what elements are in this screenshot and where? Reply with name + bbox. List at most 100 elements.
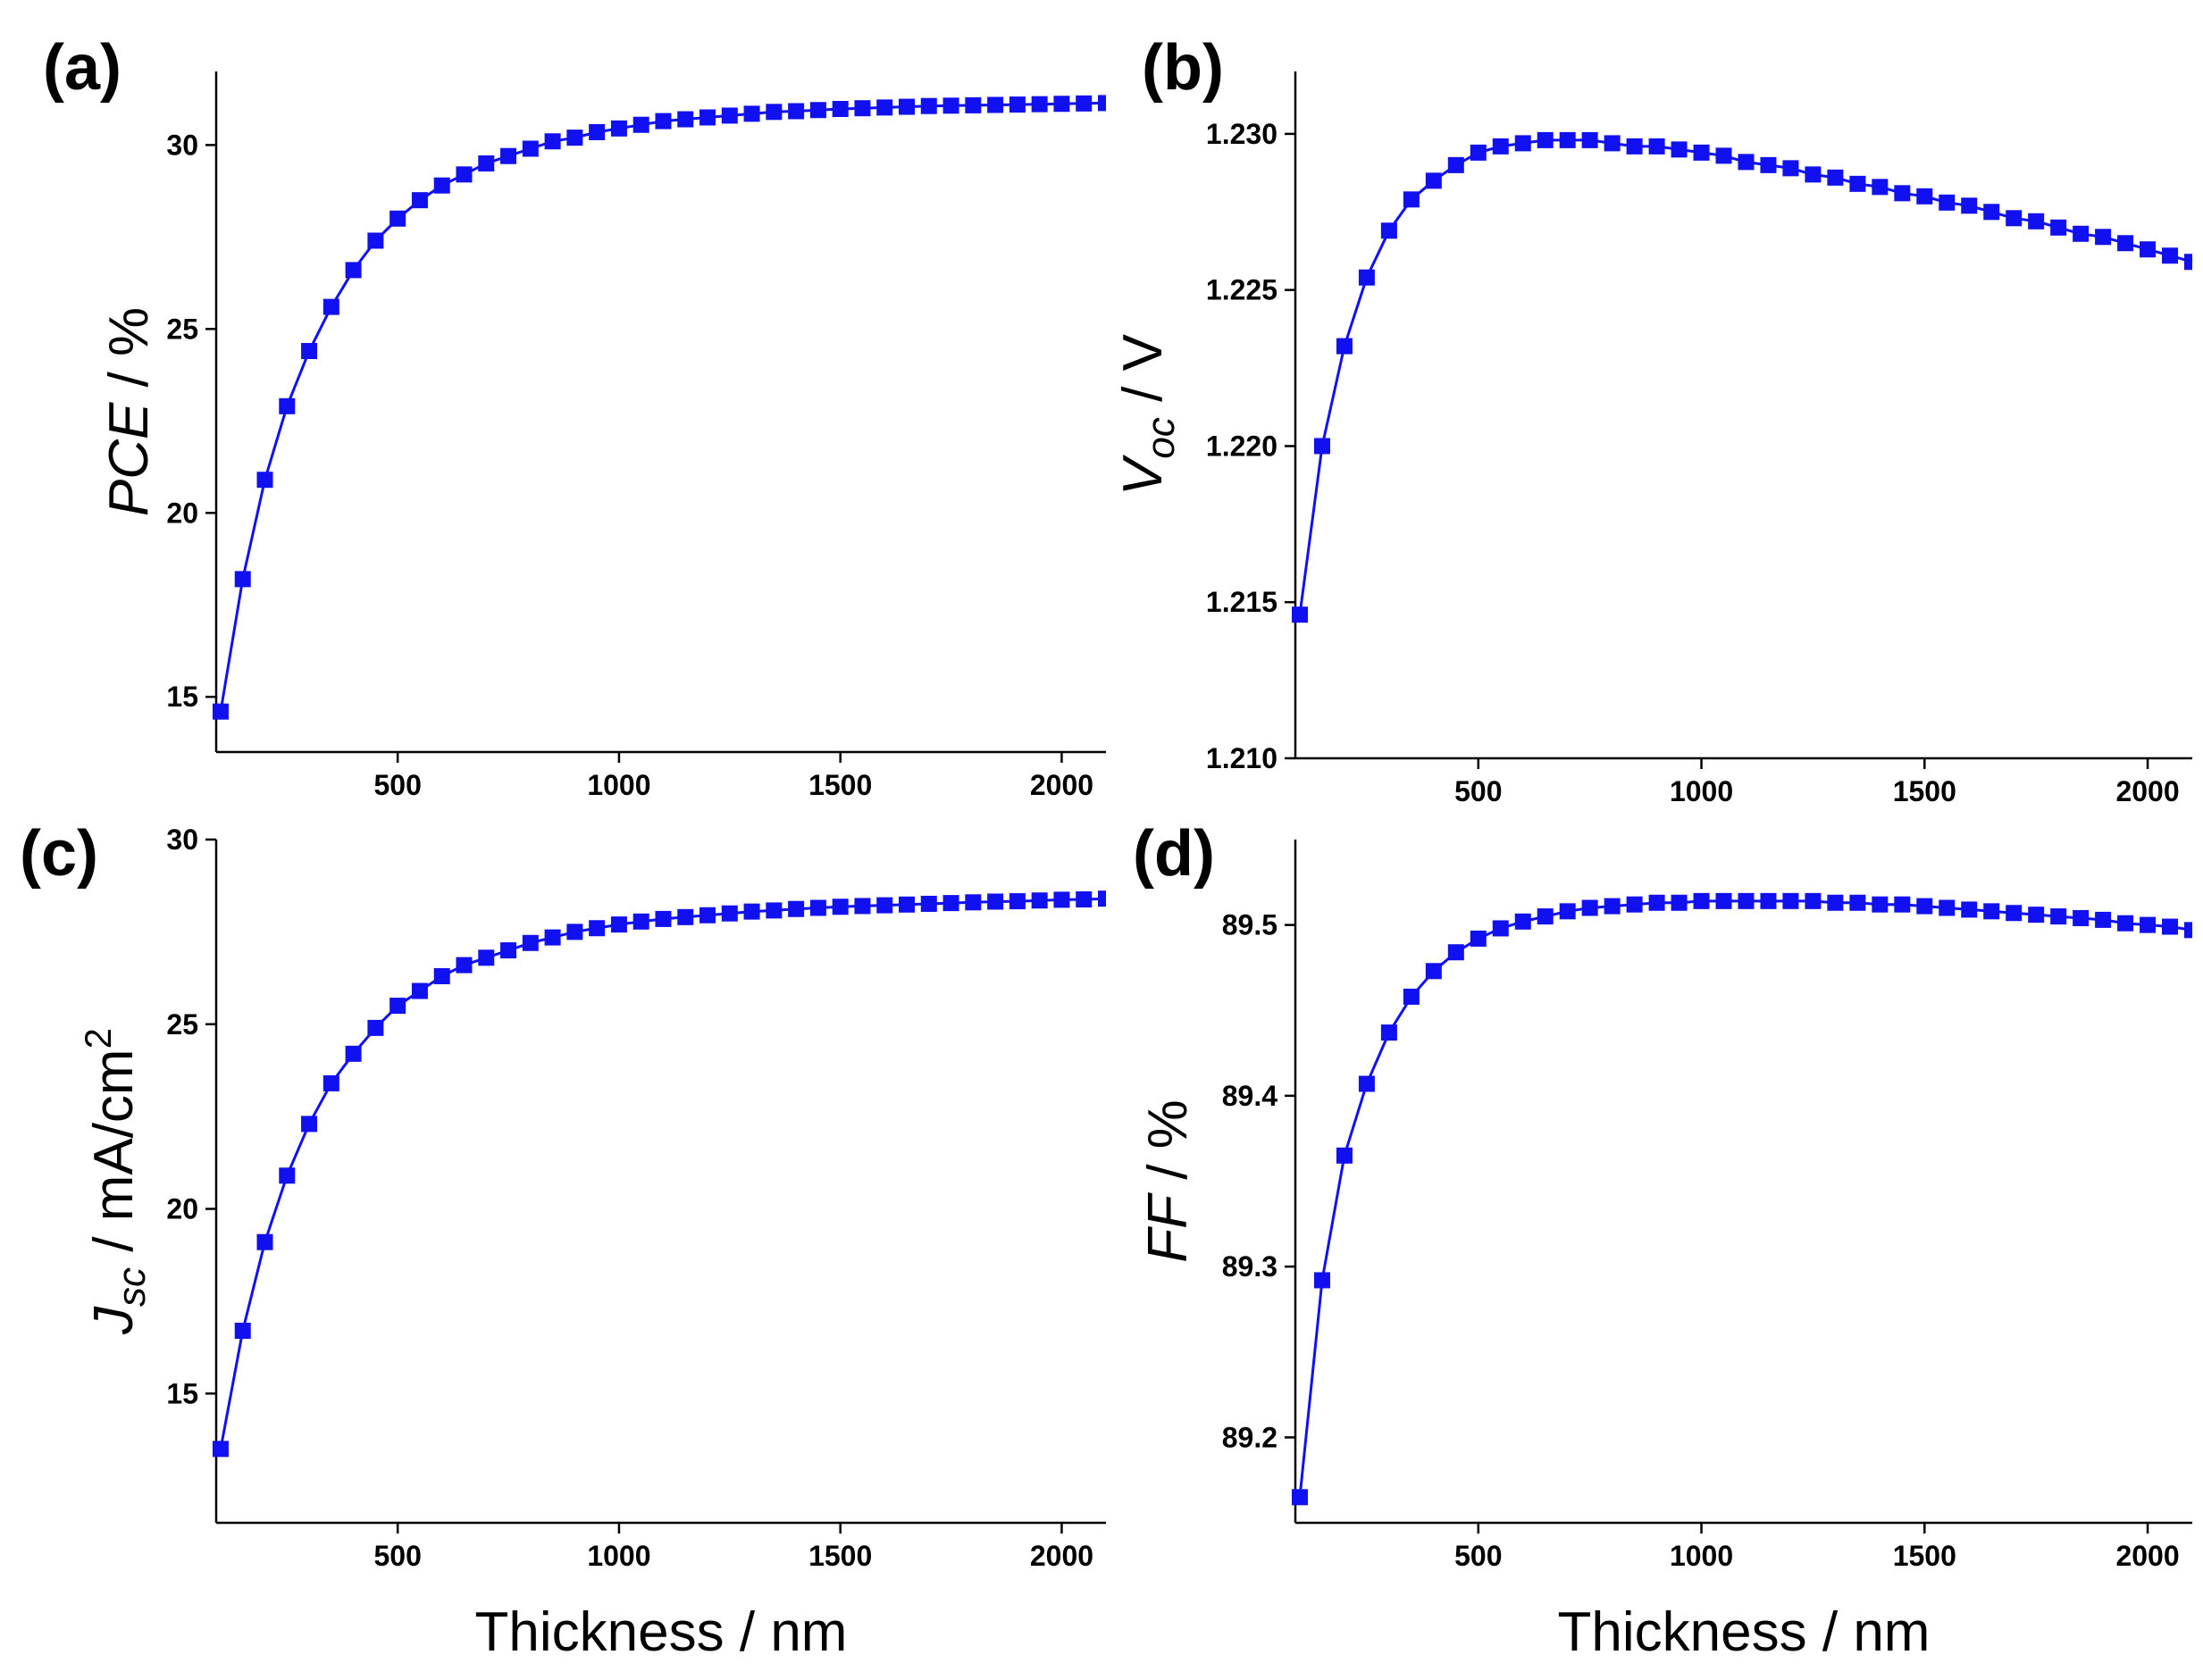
series-line [1298, 899, 2193, 1498]
data-point [2162, 918, 2179, 935]
data-point [1447, 156, 1464, 173]
data-point [279, 1167, 296, 1184]
data-point [544, 133, 561, 150]
data-point [478, 155, 495, 171]
data-point [721, 905, 738, 922]
y-tick-label: 1.230 [1206, 118, 1277, 150]
data-point [522, 140, 539, 157]
data-point [1827, 169, 1844, 186]
data-point [1098, 95, 1106, 112]
data-point [1648, 894, 1665, 911]
data-point [1470, 144, 1487, 161]
data-point [1693, 144, 1710, 161]
y-tick-label: 20 [166, 1193, 198, 1225]
data-point [345, 262, 362, 279]
data-point [854, 100, 871, 117]
panel-label: (b) [1142, 32, 1224, 104]
data-point [1425, 172, 1442, 189]
data-point [1098, 890, 1106, 907]
y-tick-label: 89.4 [1222, 1080, 1277, 1112]
data-point [677, 908, 694, 925]
data-point [1336, 338, 1353, 355]
data-point [456, 166, 473, 183]
y-tick-label: 30 [166, 823, 198, 856]
y-tick-label: 25 [166, 1008, 198, 1041]
data-point [1983, 204, 2000, 221]
data-point [2028, 907, 2045, 924]
data-point [2162, 247, 2179, 264]
data-point [965, 96, 982, 113]
data-point [589, 920, 606, 937]
y-axis-title: Voc / V [1112, 333, 1183, 496]
data-point [322, 298, 339, 315]
y-tick-label: 30 [166, 129, 198, 161]
data-point [256, 472, 273, 489]
x-tick-label: 500 [373, 1540, 421, 1572]
data-point [1358, 1075, 1375, 1092]
x-axis-title: Thickness / nm [475, 1601, 848, 1663]
data-point [1626, 896, 1643, 913]
y-tick-label: 20 [166, 497, 198, 529]
data-point [677, 111, 694, 128]
panel-label: (d) [1133, 818, 1215, 890]
x-tick-label: 2000 [2115, 775, 2179, 807]
data-point [301, 1116, 318, 1133]
data-point [2050, 908, 2067, 925]
x-tick-label: 1500 [808, 1540, 872, 1572]
x-tick-label: 500 [373, 769, 421, 801]
data-point [500, 147, 517, 164]
data-point [411, 982, 428, 999]
data-point [920, 895, 937, 912]
data-point [2140, 916, 2157, 933]
data-point [212, 703, 229, 720]
data-point [1894, 896, 1911, 913]
data-point [478, 949, 495, 966]
x-tick-label: 1000 [587, 1540, 650, 1572]
data-point [1604, 898, 1621, 915]
y-tick-label: 15 [166, 681, 198, 713]
data-point [2006, 210, 2023, 227]
data-point [367, 232, 384, 249]
data-point [766, 104, 783, 121]
x-tick-label: 1500 [1893, 1540, 1956, 1572]
data-point [1447, 944, 1464, 961]
data-point [1738, 892, 1755, 909]
data-point [809, 899, 826, 916]
data-point [2073, 225, 2090, 242]
data-point [566, 924, 583, 940]
data-point [234, 571, 251, 588]
data-point [899, 896, 916, 913]
data-point [1403, 191, 1420, 208]
data-point [279, 397, 296, 414]
x-tick-label: 1500 [1893, 775, 1956, 807]
data-point [1009, 893, 1026, 910]
data-point [1872, 896, 1889, 913]
data-point [1559, 903, 1576, 920]
data-point [832, 899, 849, 915]
data-point [2184, 254, 2192, 271]
data-point [456, 957, 473, 974]
data-point [1425, 963, 1442, 980]
data-point [766, 902, 783, 919]
data-point [1380, 222, 1397, 239]
data-point [433, 177, 450, 194]
data-point [522, 934, 539, 951]
data-point [854, 898, 871, 915]
data-point [322, 1074, 339, 1091]
data-point [965, 894, 982, 911]
data-point [699, 907, 716, 924]
panel-b: (b) 1.210 1.215 1.220 1.225 1.230 500 1000 1500 2… [1112, 32, 2193, 807]
data-point [2095, 229, 2112, 246]
data-point [920, 97, 937, 114]
data-point [1916, 898, 1933, 915]
data-point [1939, 899, 1956, 916]
y-tick-label: 89.2 [1222, 1421, 1277, 1453]
data-point [655, 113, 672, 130]
data-point [1313, 1272, 1330, 1289]
panel-label: (a) [43, 32, 121, 104]
data-point [589, 123, 606, 140]
data-point [987, 96, 1004, 113]
data-point [1053, 891, 1070, 908]
data-point [1782, 892, 1799, 909]
